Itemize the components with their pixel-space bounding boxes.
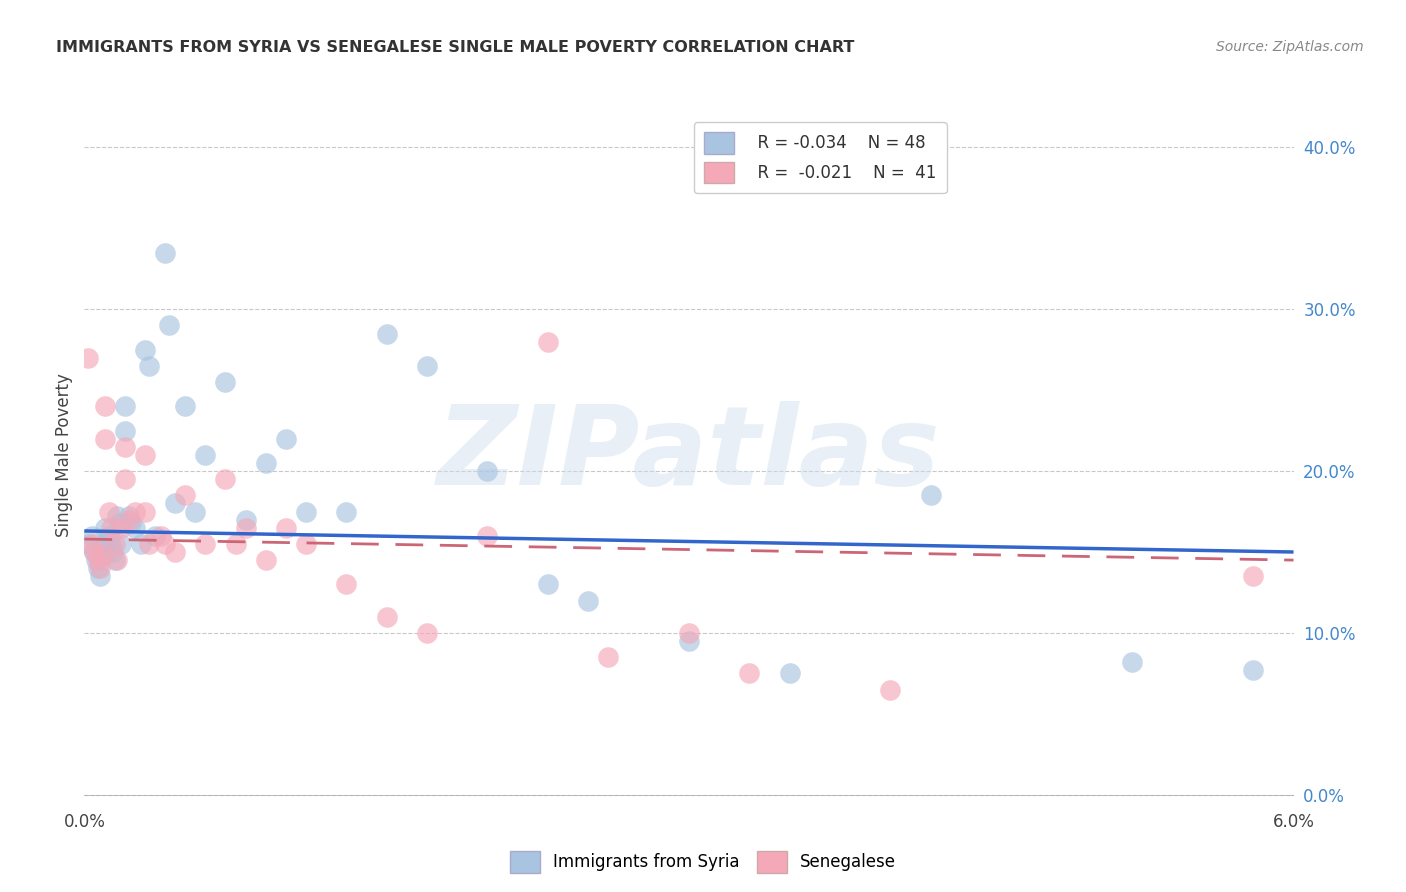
Point bbox=[235, 521, 257, 535]
Point bbox=[738, 666, 761, 681]
Point bbox=[110, 521, 132, 535]
Point bbox=[105, 509, 128, 524]
Point bbox=[114, 472, 136, 486]
Point bbox=[1241, 569, 1264, 583]
Point bbox=[93, 400, 115, 414]
Point bbox=[89, 569, 111, 583]
Point bbox=[134, 448, 156, 462]
Point bbox=[598, 650, 620, 665]
Point bbox=[879, 682, 901, 697]
Point bbox=[93, 432, 115, 446]
Point bbox=[149, 529, 172, 543]
Point bbox=[477, 464, 499, 478]
Point bbox=[104, 553, 127, 567]
Point bbox=[118, 509, 141, 524]
Point bbox=[274, 432, 297, 446]
Point bbox=[254, 456, 277, 470]
Point bbox=[375, 609, 398, 624]
Point bbox=[100, 537, 122, 551]
Point bbox=[120, 516, 142, 530]
Point bbox=[295, 504, 318, 518]
Point bbox=[77, 537, 100, 551]
Point bbox=[174, 400, 197, 414]
Point bbox=[83, 545, 105, 559]
Point bbox=[114, 440, 136, 454]
Point bbox=[165, 496, 187, 510]
Point bbox=[416, 626, 439, 640]
Point bbox=[779, 666, 801, 681]
Point bbox=[225, 537, 247, 551]
Point bbox=[235, 513, 257, 527]
Point bbox=[254, 553, 277, 567]
Point bbox=[105, 553, 128, 567]
Point bbox=[214, 472, 236, 486]
Point bbox=[82, 537, 104, 551]
Point bbox=[477, 529, 499, 543]
Point bbox=[274, 521, 297, 535]
Point bbox=[114, 400, 136, 414]
Point bbox=[97, 504, 120, 518]
Point bbox=[194, 448, 217, 462]
Point bbox=[100, 521, 122, 535]
Point bbox=[576, 593, 599, 607]
Point bbox=[91, 548, 114, 562]
Text: Source: ZipAtlas.com: Source: ZipAtlas.com bbox=[1216, 40, 1364, 54]
Y-axis label: Single Male Poverty: Single Male Poverty bbox=[55, 373, 73, 537]
Point bbox=[138, 359, 160, 373]
Point bbox=[82, 529, 104, 543]
Point bbox=[87, 553, 110, 567]
Point bbox=[1241, 663, 1264, 677]
Point bbox=[110, 537, 132, 551]
Point bbox=[537, 577, 560, 591]
Text: IMMIGRANTS FROM SYRIA VS SENEGALESE SINGLE MALE POVERTY CORRELATION CHART: IMMIGRANTS FROM SYRIA VS SENEGALESE SING… bbox=[56, 40, 855, 55]
Point bbox=[91, 548, 114, 562]
Point bbox=[93, 548, 115, 562]
Point bbox=[678, 634, 700, 648]
Point bbox=[678, 626, 700, 640]
Point bbox=[143, 529, 166, 543]
Legend: Immigrants from Syria, Senegalese: Immigrants from Syria, Senegalese bbox=[503, 845, 903, 880]
Point bbox=[77, 351, 100, 365]
Point bbox=[83, 545, 105, 559]
Point bbox=[920, 488, 942, 502]
Point bbox=[416, 359, 439, 373]
Point bbox=[124, 521, 146, 535]
Point bbox=[295, 537, 318, 551]
Point bbox=[335, 577, 357, 591]
Point bbox=[107, 516, 129, 530]
Point bbox=[124, 504, 146, 518]
Point bbox=[118, 513, 141, 527]
Point bbox=[157, 318, 180, 333]
Point bbox=[114, 424, 136, 438]
Point bbox=[97, 529, 120, 543]
Point bbox=[335, 504, 357, 518]
Point bbox=[537, 334, 560, 349]
Point bbox=[89, 561, 111, 575]
Point bbox=[104, 537, 127, 551]
Point bbox=[184, 504, 207, 518]
Point bbox=[1121, 655, 1143, 669]
Point bbox=[194, 537, 217, 551]
Point bbox=[138, 537, 160, 551]
Point bbox=[129, 537, 152, 551]
Point bbox=[93, 521, 115, 535]
Text: ZIPatlas: ZIPatlas bbox=[437, 401, 941, 508]
Point bbox=[214, 375, 236, 389]
Point bbox=[87, 561, 110, 575]
Point bbox=[93, 537, 115, 551]
Point bbox=[86, 553, 108, 567]
Point bbox=[153, 245, 176, 260]
Point bbox=[134, 343, 156, 357]
Point bbox=[101, 545, 124, 559]
Point bbox=[134, 504, 156, 518]
Legend:   R = -0.034    N = 48,   R =  -0.021    N =  41: R = -0.034 N = 48, R = -0.021 N = 41 bbox=[695, 122, 946, 194]
Point bbox=[153, 537, 176, 551]
Point bbox=[174, 488, 197, 502]
Point bbox=[165, 545, 187, 559]
Point bbox=[375, 326, 398, 341]
